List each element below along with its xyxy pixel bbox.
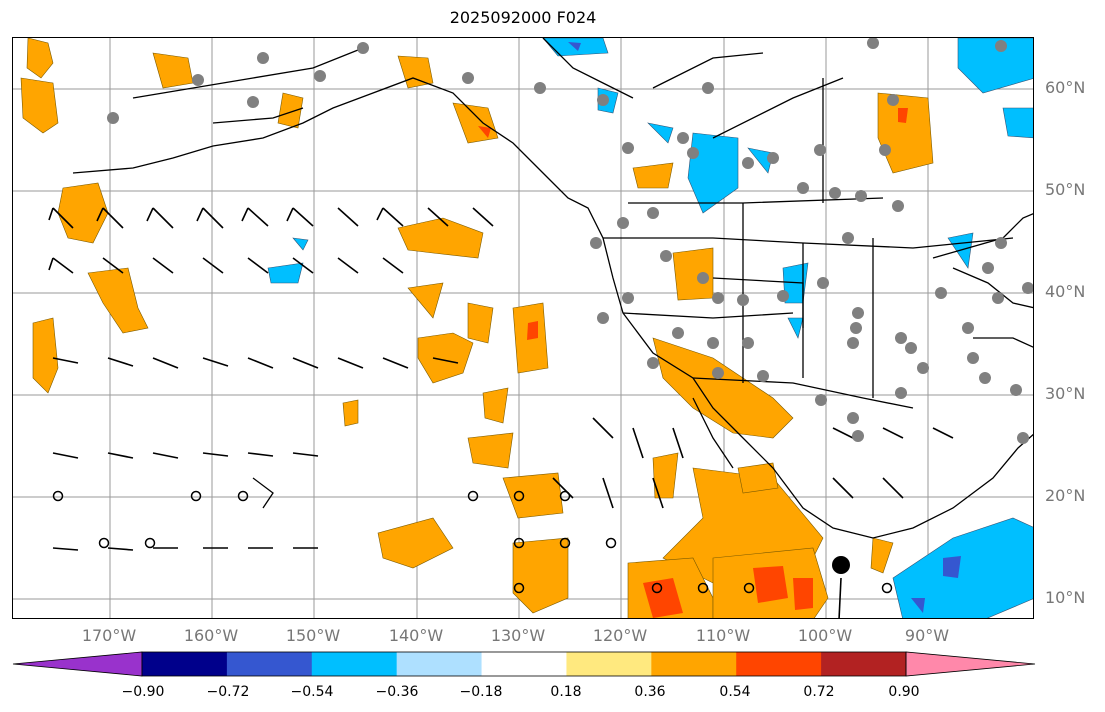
- colorbar-segment: [396, 652, 483, 676]
- map-panel: [12, 37, 1034, 619]
- colorbar-segment: [142, 652, 228, 676]
- lon-label-160w: 160°W: [183, 626, 239, 645]
- colorbar: [12, 651, 1036, 677]
- lon-label-150w: 150°W: [285, 626, 341, 645]
- wind-barbs: [48, 207, 954, 618]
- colorbar-extension-high: [905, 651, 1036, 677]
- colorbar-extension-low: [12, 651, 143, 677]
- colorbar-tick-label: 0.54: [719, 684, 751, 700]
- coastlines-and-borders: [72, 38, 1033, 539]
- map-title: 2025092000 F024: [449, 8, 597, 27]
- lon-label-170w: 170°W: [81, 626, 137, 645]
- lat-label-20n: 20°N: [1045, 486, 1086, 505]
- lat-label-10n: 10°N: [1045, 588, 1086, 607]
- lon-label-100w: 100°W: [797, 626, 853, 645]
- colorbar-tick-label: −0.54: [290, 684, 334, 700]
- lat-label-30n: 30°N: [1045, 384, 1086, 403]
- lon-label-130w: 130°W: [490, 626, 546, 645]
- colorbar-tick-label: 0.90: [888, 684, 920, 700]
- lon-label-110w: 110°W: [695, 626, 751, 645]
- colorbar-tick-label: −0.36: [375, 684, 419, 700]
- colorbar-segment: [226, 652, 313, 676]
- colorbar-segment: [736, 652, 822, 676]
- colorbar-segment: [481, 652, 567, 676]
- lon-label-120w: 120°W: [592, 626, 648, 645]
- lon-label-140w: 140°W: [388, 626, 444, 645]
- lat-label-40n: 40°N: [1045, 282, 1086, 301]
- colorbar-outline: [141, 651, 907, 677]
- lat-label-60n: 60°N: [1045, 78, 1086, 97]
- colorbar-segment: [821, 652, 907, 676]
- colorbar-tick-label: −0.90: [121, 684, 165, 700]
- colorbar-tick-label: −0.18: [459, 684, 503, 700]
- lat-label-50n: 50°N: [1045, 180, 1086, 199]
- colorbar-segment: [651, 652, 737, 676]
- colorbar-tick-label: 0.18: [550, 684, 582, 700]
- large-station-marker: [832, 556, 850, 574]
- colorbar-tick-label: 0.72: [803, 684, 835, 700]
- colorbar-segment: [311, 652, 398, 676]
- map-canvas: [13, 38, 1033, 618]
- strong-negative-cores: [568, 42, 961, 613]
- calm-markers: [52, 490, 893, 594]
- colorbar-tick-label: 0.36: [634, 684, 666, 700]
- colorbar-segment: [566, 652, 652, 676]
- lon-label-90w: 90°W: [904, 626, 950, 645]
- station-markers: [107, 38, 1033, 444]
- colorbar-tick-label: −0.72: [206, 684, 250, 700]
